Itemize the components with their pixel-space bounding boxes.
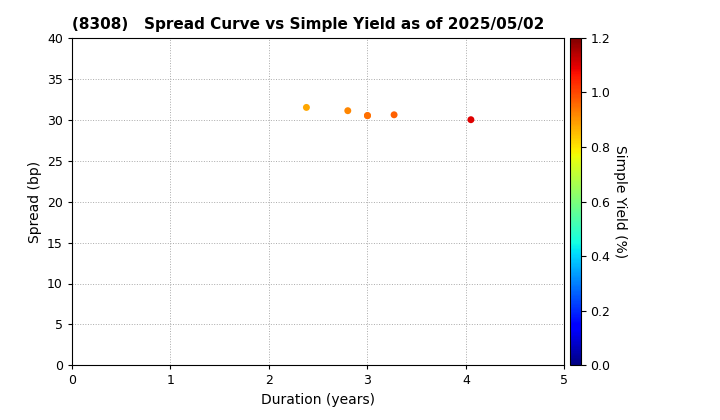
Y-axis label: Simple Yield (%): Simple Yield (%): [613, 145, 627, 258]
Text: (8308)   Spread Curve vs Simple Yield as of 2025/05/02: (8308) Spread Curve vs Simple Yield as o…: [72, 18, 544, 32]
Point: [361, 112, 373, 119]
X-axis label: Duration (years): Duration (years): [261, 393, 375, 407]
Point: [361, 112, 373, 119]
Point: [465, 116, 477, 123]
Point: [301, 104, 312, 111]
Point: [342, 108, 354, 114]
Y-axis label: Spread (bp): Spread (bp): [27, 160, 42, 243]
Point: [388, 111, 400, 118]
